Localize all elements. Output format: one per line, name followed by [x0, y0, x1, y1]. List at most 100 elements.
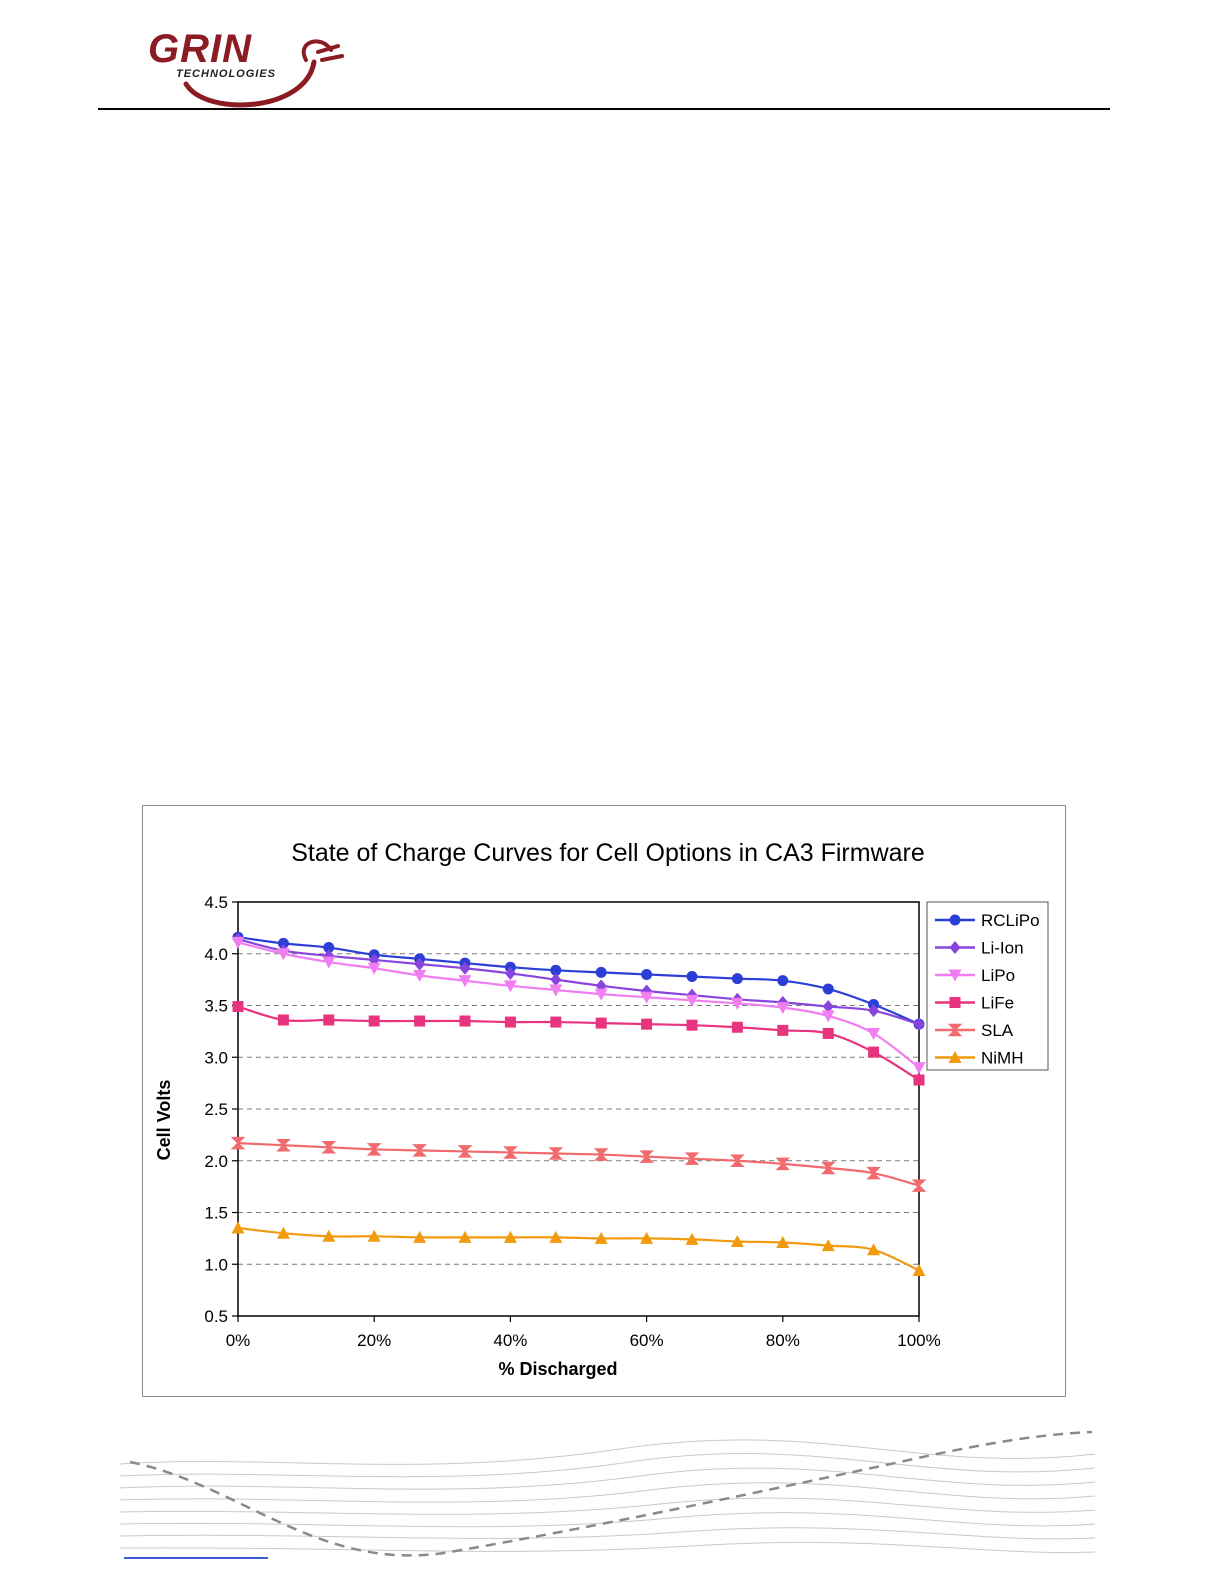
data-point-rclipo: [595, 966, 607, 978]
series-line-life: [237, 1005, 920, 1081]
data-point-sla: [412, 1144, 427, 1157]
legend-label-lipo: LiPo: [981, 966, 1015, 985]
legend-marker-life: [949, 997, 961, 1008]
footer-wave-art: [120, 1430, 1095, 1557]
x-tick-label: 20%: [357, 1331, 391, 1350]
legend-box: [926, 901, 1049, 1071]
y-tick-label: 2.5: [204, 1100, 228, 1119]
data-point-li-ion: [822, 1000, 834, 1014]
data-point-life: [323, 1014, 335, 1026]
data-point-rclipo: [323, 942, 335, 954]
series-line-lipo: [237, 941, 920, 1069]
data-point-sla: [321, 1141, 337, 1154]
y-tick-label: 1.0: [204, 1255, 228, 1274]
data-point-rclipo: [777, 975, 789, 987]
legend-marker-nimh: [948, 1051, 962, 1063]
legend-label-rclipo: RCLiPo: [981, 911, 1040, 930]
data-point-nimh: [640, 1231, 654, 1244]
data-point-lipo: [231, 936, 245, 949]
data-point-nimh: [867, 1243, 881, 1256]
y-tick-label: 0.5: [204, 1307, 228, 1326]
x-tick-label: 100%: [897, 1331, 940, 1350]
x-tick-label: 80%: [766, 1331, 800, 1350]
legend-marker-li-ion: [949, 941, 961, 954]
series-lines: [230, 931, 927, 1276]
axes: 0.5 1.0 1.5 2.0 2.5 3.0 3.5 4.0 4.5 0% 20% 40% 60% 80…: [204, 893, 940, 1350]
y-axis-label: Cell Volts: [154, 1080, 174, 1161]
data-point-lipo: [503, 980, 517, 993]
data-point-nimh: [821, 1239, 835, 1252]
data-point-li-ion: [459, 961, 471, 975]
x-tick-label: 0%: [226, 1331, 251, 1350]
legend-marker-lipo: [948, 969, 962, 982]
data-point-rclipo: [641, 968, 653, 980]
data-point-lipo: [685, 994, 699, 1007]
logo-swoosh: [183, 59, 317, 108]
data-point-lipo: [322, 956, 336, 969]
data-point-nimh: [231, 1221, 245, 1234]
data-point-life: [595, 1017, 607, 1029]
data-point-sla: [820, 1161, 836, 1175]
data-point-lipo: [413, 969, 427, 982]
data-point-lipo: [549, 984, 563, 997]
x-tick-label: 60%: [630, 1331, 664, 1350]
data-point-sla: [366, 1143, 382, 1156]
data-point-lipo: [821, 1010, 835, 1023]
data-point-sla: [593, 1148, 609, 1161]
series-line-li-ion: [237, 938, 920, 1026]
data-point-life: [232, 1001, 244, 1013]
data-point-life: [414, 1015, 426, 1027]
data-point-rclipo: [731, 973, 743, 985]
data-point-lipo: [276, 948, 290, 961]
data-point-lipo: [458, 975, 472, 988]
data-point-sla: [730, 1154, 745, 1167]
data-point-life: [913, 1074, 925, 1086]
legend-marker-rclipo: [949, 914, 961, 926]
data-point-life: [777, 1024, 789, 1036]
grid-lines: [238, 953, 919, 1265]
legend-label-life: LiFe: [981, 994, 1014, 1013]
data-point-lipo: [912, 1062, 926, 1075]
data-point-life: [277, 1014, 289, 1026]
y-tick-label: 2.0: [204, 1152, 228, 1171]
data-point-rclipo: [686, 971, 698, 983]
data-point-nimh: [685, 1232, 699, 1245]
grin-technologies-logo: GRIN TECHNOLOGIES: [148, 27, 344, 108]
data-point-life: [550, 1016, 562, 1028]
y-tick-label: 4.0: [204, 945, 228, 964]
footer-dashed-curve: [129, 1430, 1093, 1557]
logo-sub: TECHNOLOGIES: [176, 68, 276, 80]
data-point-nimh: [730, 1234, 744, 1247]
data-point-sla: [230, 1136, 246, 1150]
y-tick-label: 1.5: [204, 1204, 228, 1223]
data-point-li-ion: [550, 973, 562, 987]
data-point-li-ion: [868, 1004, 880, 1018]
data-point-nimh: [458, 1230, 472, 1243]
x-axis-label: % Discharged: [498, 1359, 617, 1379]
data-point-nimh: [912, 1263, 926, 1276]
data-point-life: [368, 1015, 380, 1027]
data-point-lipo: [730, 997, 744, 1010]
data-point-rclipo: [550, 964, 562, 976]
legend-label-sla: SLA: [981, 1021, 1014, 1040]
legend-label-nimh: NiMH: [981, 1049, 1024, 1068]
y-tick-label: 3.5: [204, 997, 228, 1016]
data-point-sla: [503, 1146, 518, 1159]
data-point-life: [822, 1027, 834, 1039]
data-point-lipo: [640, 991, 654, 1004]
footer-link-underline: [124, 1557, 268, 1559]
data-point-sla: [684, 1152, 700, 1165]
data-point-li-ion: [504, 966, 516, 980]
logo-word: GRIN: [148, 27, 252, 71]
data-point-sla: [775, 1157, 791, 1171]
legend-marker-sla: [947, 1023, 963, 1037]
legend: RCLiPo Li-Ion LiPo LiFe SLA NiMH: [926, 901, 1049, 1071]
series-line-sla: [237, 1142, 920, 1187]
data-point-li-ion: [595, 979, 607, 993]
data-point-sla: [276, 1138, 291, 1152]
series-line-rclipo: [237, 936, 920, 1026]
data-point-nimh: [367, 1229, 381, 1242]
header-rule: [98, 108, 1110, 110]
data-point-li-ion: [414, 957, 426, 971]
data-point-sla: [639, 1150, 654, 1163]
